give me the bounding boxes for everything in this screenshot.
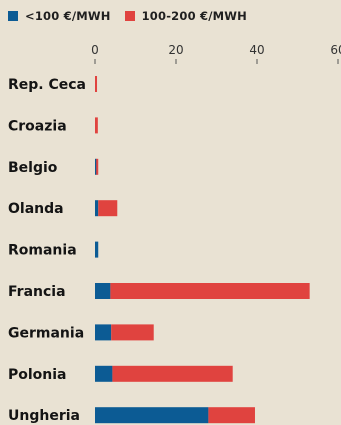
x-tick-label: 40 [249, 43, 264, 57]
bar-100-200 [110, 283, 310, 299]
category-label: Francia [8, 284, 66, 300]
x-tick-label: 20 [168, 43, 183, 57]
bar-under-100 [95, 324, 112, 341]
category-label: Germania [8, 325, 84, 341]
bar-100-200 [208, 407, 255, 424]
x-tick-label: 0 [91, 43, 99, 57]
legend-item-under-100: <100 €/MWH [8, 9, 111, 23]
legend-swatch-blue [8, 11, 18, 21]
bar-100-200 [95, 117, 98, 134]
chart-legend: <100 €/MWH 100-200 €/MWH [8, 8, 261, 24]
legend-label-100-200: 100-200 €/MWH [141, 9, 247, 23]
bar-under-100 [95, 365, 113, 382]
category-label: Rep. Ceca [8, 77, 86, 93]
bar-under-100 [95, 283, 111, 299]
bar-under-100 [95, 200, 99, 217]
bar-under-100 [95, 241, 99, 258]
bar-100-200 [112, 365, 233, 382]
x-tick-label: 60 [330, 43, 341, 57]
category-label: Romania [8, 243, 77, 259]
bar-under-100 [95, 158, 97, 175]
category-label: Croazia [8, 118, 67, 134]
legend-swatch-red [124, 11, 135, 21]
bar-100-200 [96, 158, 99, 175]
category-label: Belgio [8, 160, 58, 176]
legend-item-100-200: 100-200 €/MWH [124, 9, 247, 23]
category-label: Olanda [8, 201, 64, 217]
bar-100-200 [95, 76, 98, 92]
category-label: Ungheria [8, 408, 80, 424]
bar-100-200 [98, 200, 118, 217]
bar-100-200 [111, 324, 154, 341]
category-label: Polonia [8, 367, 67, 383]
bar-under-100 [95, 407, 209, 424]
legend-label-under-100: <100 €/MWH [25, 9, 111, 23]
